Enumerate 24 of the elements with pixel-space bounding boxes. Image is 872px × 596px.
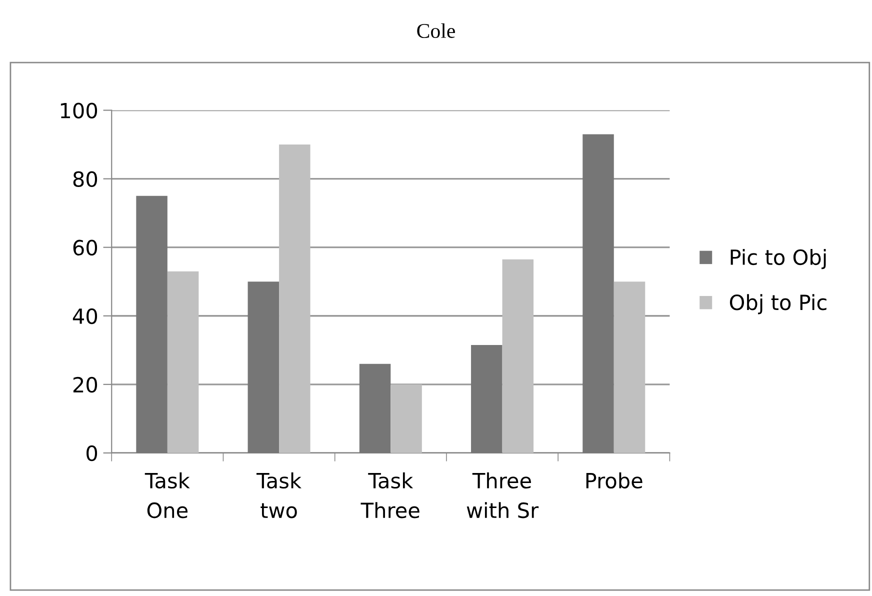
- y-tick-label: 40: [72, 308, 98, 324]
- bar: [248, 282, 280, 453]
- y-tick-label: 80: [73, 171, 98, 188]
- bar: [390, 384, 422, 453]
- bar: [614, 282, 646, 453]
- y-tick-label: 0: [86, 445, 98, 462]
- bar: [359, 364, 391, 453]
- chart-title: Cole: [417, 23, 455, 38]
- bar: [471, 345, 502, 453]
- y-tick-label: 20: [73, 376, 98, 393]
- legend-label: Obj to Pic: [730, 294, 826, 314]
- x-tick-label: Three with Sr: [466, 472, 539, 518]
- legend-label: Pic to Obj: [730, 248, 826, 270]
- x-tick-label: Task Three: [360, 472, 420, 518]
- y-tick-label: 60: [73, 240, 98, 256]
- bar: [279, 144, 310, 453]
- y-tick-label: 100: [60, 102, 98, 118]
- bar: [167, 271, 199, 453]
- bar: [136, 196, 168, 453]
- bar: [582, 134, 614, 453]
- x-tick-label: Probe: [586, 472, 642, 489]
- x-tick-label: Task two: [256, 472, 302, 518]
- bar: [502, 259, 534, 453]
- x-tick-label: Task One: [144, 472, 190, 518]
